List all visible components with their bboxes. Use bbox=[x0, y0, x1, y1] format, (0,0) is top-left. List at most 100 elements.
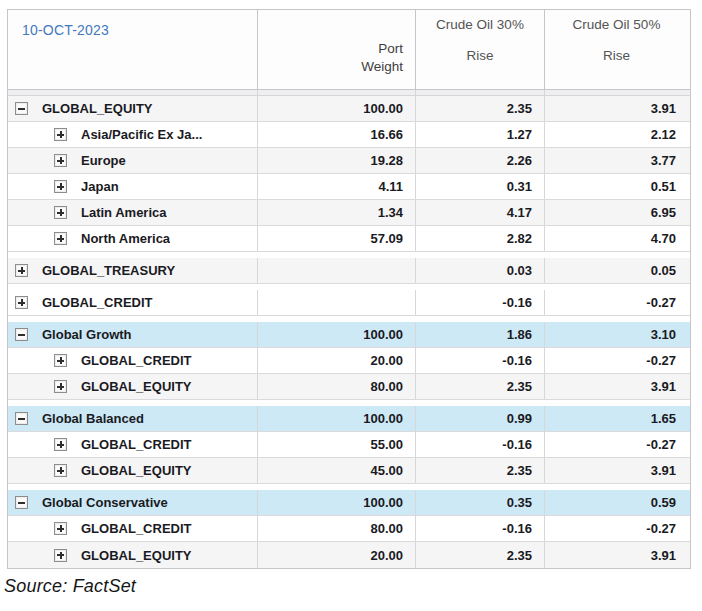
row-label: North America bbox=[81, 231, 170, 246]
collapse-icon[interactable] bbox=[15, 102, 28, 115]
row-label: Europe bbox=[81, 153, 126, 168]
row-name-cell: GLOBAL_EQUITY bbox=[8, 374, 258, 399]
expand-icon[interactable] bbox=[54, 549, 67, 562]
expand-icon[interactable] bbox=[54, 380, 67, 393]
table-row[interactable]: GLOBAL_EQUITY 80.00 2.35 3.91 bbox=[8, 374, 690, 400]
row-label: Global Growth bbox=[42, 327, 132, 342]
port-weight-cell: 100.00 bbox=[258, 490, 416, 515]
port-weight-cell: 80.00 bbox=[258, 374, 416, 399]
expand-icon[interactable] bbox=[54, 128, 67, 141]
row-name-cell: GLOBAL_CREDIT bbox=[8, 432, 258, 457]
table-row[interactable]: GLOBAL_EQUITY 20.00 2.35 3.91 bbox=[8, 542, 690, 568]
row-name-cell: GLOBAL_CREDIT bbox=[8, 348, 258, 373]
table-row[interactable]: GLOBAL_CREDIT 20.00 -0.16 -0.27 bbox=[8, 348, 690, 374]
expand-icon[interactable] bbox=[54, 438, 67, 451]
expand-icon[interactable] bbox=[54, 464, 67, 477]
expand-icon[interactable] bbox=[15, 264, 28, 277]
table-row[interactable]: GLOBAL_CREDIT 80.00 -0.16 -0.27 bbox=[8, 516, 690, 542]
scenario1-value-cell: -0.16 bbox=[416, 432, 545, 457]
table-row[interactable]: GLOBAL_EQUITY 45.00 2.35 3.91 bbox=[8, 458, 690, 484]
row-name-cell: Asia/Pacific Ex Ja... bbox=[8, 122, 258, 147]
row-label: GLOBAL_CREDIT bbox=[81, 521, 192, 536]
scenario2-value-cell: 3.91 bbox=[545, 458, 688, 483]
row-label: Latin America bbox=[81, 205, 167, 220]
collapse-icon[interactable] bbox=[15, 412, 28, 425]
table-row[interactable]: GLOBAL_CREDIT 55.00 -0.16 -0.27 bbox=[8, 432, 690, 458]
table-row[interactable]: North America 57.09 2.82 4.70 bbox=[8, 226, 690, 252]
scenario2-value-cell: 0.05 bbox=[545, 258, 688, 283]
table-row[interactable]: Europe 19.28 2.26 3.77 bbox=[8, 148, 690, 174]
port-weight-cell: 100.00 bbox=[258, 96, 416, 121]
row-name-cell: Europe bbox=[8, 148, 258, 173]
port-weight-cell: 16.66 bbox=[258, 122, 416, 147]
scenario2-column-header: Crude Oil 50% Rise bbox=[545, 10, 688, 89]
row-name-cell: Japan bbox=[8, 174, 258, 199]
port-weight-cell: 20.00 bbox=[258, 348, 416, 373]
scenario1-value-cell: 2.26 bbox=[416, 148, 545, 173]
expand-icon[interactable] bbox=[54, 206, 67, 219]
row-name-cell: GLOBAL_TREASURY bbox=[8, 258, 258, 283]
expand-icon[interactable] bbox=[54, 180, 67, 193]
row-label: Asia/Pacific Ex Ja... bbox=[81, 127, 202, 142]
row-label: Global Conservative bbox=[42, 495, 168, 510]
date-header-cell: 10-OCT-2023 bbox=[8, 10, 258, 89]
scenario-analysis-table: 10-OCT-2023 Port Weight Crude Oil 30% Ri… bbox=[7, 9, 691, 569]
port-weight-cell: 19.28 bbox=[258, 148, 416, 173]
row-label: GLOBAL_TREASURY bbox=[42, 263, 175, 278]
expand-icon[interactable] bbox=[54, 154, 67, 167]
row-label: GLOBAL_CREDIT bbox=[81, 353, 192, 368]
table-row[interactable]: Global Balanced 100.00 0.99 1.65 bbox=[8, 406, 690, 432]
port-weight-cell: 1.34 bbox=[258, 200, 416, 225]
scenario1-value-cell: 4.17 bbox=[416, 200, 545, 225]
row-name-cell: Global Balanced bbox=[8, 406, 258, 431]
expand-icon[interactable] bbox=[54, 232, 67, 245]
collapse-icon[interactable] bbox=[15, 328, 28, 341]
port-weight-cell: 100.00 bbox=[258, 406, 416, 431]
expand-icon[interactable] bbox=[54, 354, 67, 367]
scenario1-value-cell: -0.16 bbox=[416, 348, 545, 373]
scenario2-value-cell: -0.27 bbox=[545, 432, 688, 457]
row-name-cell: GLOBAL_CREDIT bbox=[8, 290, 258, 315]
row-label: Global Balanced bbox=[42, 411, 144, 426]
table-row[interactable]: GLOBAL_CREDIT -0.16 -0.27 bbox=[8, 290, 690, 316]
port-weight-cell: 80.00 bbox=[258, 516, 416, 541]
table-row[interactable]: Japan 4.11 0.31 0.51 bbox=[8, 174, 690, 200]
table-row[interactable]: GLOBAL_TREASURY 0.03 0.05 bbox=[8, 258, 690, 284]
scenario1-value-cell: -0.16 bbox=[416, 290, 545, 315]
report-date: 10-OCT-2023 bbox=[22, 22, 109, 38]
port-weight-cell: 45.00 bbox=[258, 458, 416, 483]
scenario1-column-header: Crude Oil 30% Rise bbox=[416, 10, 545, 89]
port-weight-cell: 55.00 bbox=[258, 432, 416, 457]
row-name-cell: Latin America bbox=[8, 200, 258, 225]
scenario1-value-cell: 1.86 bbox=[416, 322, 545, 347]
collapse-icon[interactable] bbox=[15, 496, 28, 509]
scenario1-value-cell: 0.03 bbox=[416, 258, 545, 283]
port-weight-cell: 20.00 bbox=[258, 542, 416, 568]
table-row[interactable]: Asia/Pacific Ex Ja... 16.66 1.27 2.12 bbox=[8, 122, 690, 148]
scenario1-value-cell: 2.35 bbox=[416, 374, 545, 399]
table-body: GLOBAL_EQUITY 100.00 2.35 3.91 Asia/Paci… bbox=[7, 96, 691, 569]
scenario2-value-cell: 3.77 bbox=[545, 148, 688, 173]
scenario1-value-cell: -0.16 bbox=[416, 516, 545, 541]
scenario1-value-cell: 0.99 bbox=[416, 406, 545, 431]
row-label: GLOBAL_CREDIT bbox=[81, 437, 192, 452]
port-weight-cell: 57.09 bbox=[258, 226, 416, 251]
scenario1-value-cell: 1.27 bbox=[416, 122, 545, 147]
row-name-cell: GLOBAL_CREDIT bbox=[8, 516, 258, 541]
scenario2-value-cell: 0.51 bbox=[545, 174, 688, 199]
scenario2-subtitle: Rise bbox=[603, 48, 630, 63]
row-name-cell: North America bbox=[8, 226, 258, 251]
scenario2-value-cell: 0.59 bbox=[545, 490, 688, 515]
table-row[interactable]: Latin America 1.34 4.17 6.95 bbox=[8, 200, 690, 226]
scenario1-value-cell: 2.82 bbox=[416, 226, 545, 251]
table-row[interactable]: GLOBAL_EQUITY 100.00 2.35 3.91 bbox=[8, 96, 690, 122]
table-row[interactable]: Global Growth 100.00 1.86 3.10 bbox=[8, 322, 690, 348]
port-weight-cell: 4.11 bbox=[258, 174, 416, 199]
expand-icon[interactable] bbox=[54, 522, 67, 535]
row-label: GLOBAL_EQUITY bbox=[42, 101, 153, 116]
expand-icon[interactable] bbox=[15, 296, 28, 309]
row-name-cell: GLOBAL_EQUITY bbox=[8, 542, 258, 568]
scenario2-value-cell: -0.27 bbox=[545, 348, 688, 373]
table-row[interactable]: Global Conservative 100.00 0.35 0.59 bbox=[8, 490, 690, 516]
scenario2-value-cell: 3.10 bbox=[545, 322, 688, 347]
